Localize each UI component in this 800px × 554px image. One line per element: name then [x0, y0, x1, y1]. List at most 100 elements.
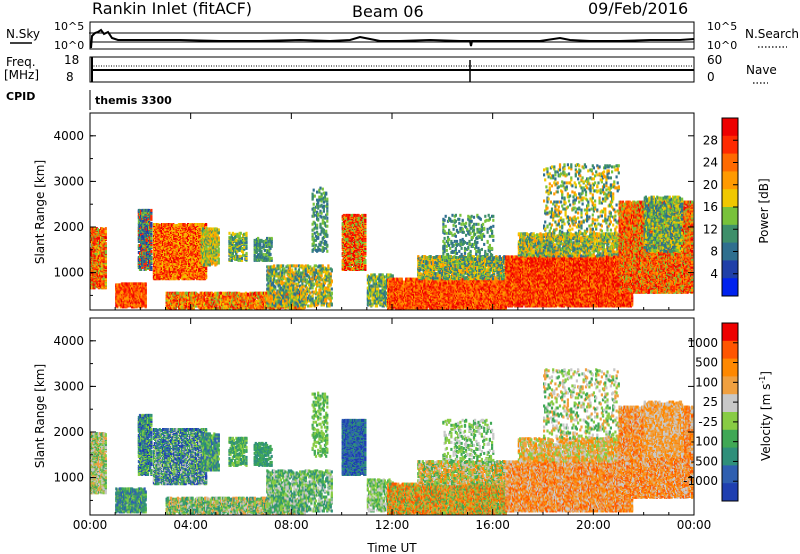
echo-cell: [119, 287, 122, 291]
echo-cell: [100, 235, 103, 239]
echo-cell: [142, 294, 145, 298]
echo-cell: [138, 244, 142, 247]
echo-cell: [93, 227, 96, 231]
echo-cell: [120, 284, 123, 288]
echo-cell: [136, 282, 139, 286]
nsky-tick-high: 10^5: [54, 20, 84, 33]
echo-cell: [100, 277, 103, 281]
echo-cell: [115, 283, 118, 287]
echo-cell: [100, 231, 103, 235]
echo-cell: [201, 227, 205, 231]
echo-cell: [142, 285, 145, 289]
echo-cell: [124, 296, 127, 300]
echo-cell: [145, 253, 148, 256]
echo-cell: [101, 285, 104, 289]
echo-cell: [120, 289, 123, 293]
echo-cell: [141, 218, 144, 222]
echo-cell: [145, 262, 148, 265]
echo-cell: [94, 254, 97, 258]
echo-cell: [149, 209, 152, 213]
echo-cell: [142, 210, 145, 214]
echo-cell: [149, 212, 152, 216]
echo-cell: [136, 291, 139, 295]
echo-cell: [140, 232, 143, 236]
echo-cell: [228, 231, 231, 235]
echo-cell: [142, 240, 145, 243]
echo-cell: [101, 227, 104, 231]
echo-cell: [150, 231, 153, 235]
echo-cell: [94, 235, 97, 239]
echo-cell: [100, 259, 103, 263]
echo-cell: [142, 227, 145, 231]
echo-cell: [101, 275, 104, 279]
echo-cell: [205, 274, 208, 278]
echo-cell: [150, 245, 153, 248]
echo-cell: [141, 242, 144, 245]
echo-cell: [138, 265, 142, 268]
echo-cell: [138, 258, 142, 261]
echo-cell: [97, 265, 101, 269]
echo-cell: [91, 240, 94, 244]
echo-cell: [138, 217, 142, 221]
echo-cell: [94, 246, 97, 250]
echo-cell: [97, 229, 101, 233]
freq-panel: Freq. [MHz] 18 8 60 0 Nave: [4, 53, 777, 84]
echo-cell: [141, 247, 144, 250]
echo-cell: [131, 282, 134, 286]
echo-cell: [97, 275, 101, 279]
echo-cell: [95, 235, 98, 239]
echo-cell: [150, 239, 153, 242]
echo-cell: [101, 268, 104, 272]
echo-cell: [104, 275, 107, 279]
echo-cell: [119, 291, 122, 295]
echo-cell: [145, 237, 148, 241]
echo-cell: [149, 247, 152, 250]
echo-cell: [101, 232, 104, 236]
echo-cell: [94, 248, 97, 252]
echo-cell: [104, 260, 107, 264]
echo-cell: [197, 296, 200, 300]
echo-cell: [176, 291, 179, 295]
echo-cell: [142, 236, 145, 240]
echo-cell: [115, 297, 118, 301]
echo-cell: [104, 257, 107, 261]
echo-cell: [120, 304, 123, 308]
echo-cell: [124, 301, 127, 305]
echo-cell: [95, 233, 98, 237]
echo-cell: [142, 297, 145, 301]
nsearch-tick-low: 10^0: [707, 39, 737, 52]
echo-cell: [101, 277, 104, 281]
echo-cell: [97, 283, 101, 287]
echo-cell: [132, 284, 135, 288]
echo-cell: [129, 301, 133, 305]
echo-cell: [124, 290, 127, 294]
echo-cell: [97, 258, 101, 262]
echo-cell: [131, 289, 134, 293]
echo-cell: [104, 236, 107, 240]
echo-cell: [145, 249, 148, 252]
echo-cell: [134, 289, 137, 293]
echo-cell: [97, 244, 101, 248]
echo-cell: [150, 259, 153, 262]
echo-cell: [104, 244, 107, 248]
echo-cell: [100, 262, 103, 266]
echo-cell: [149, 221, 152, 225]
echo-cell: [142, 260, 145, 263]
echo-cell: [142, 302, 145, 306]
echo-cell: [91, 285, 94, 289]
echo-cell: [120, 294, 123, 298]
nave-tick-high: 60: [707, 53, 722, 67]
echo-cell: [145, 229, 148, 233]
echo-cell: [117, 295, 120, 299]
echo-cell: [145, 208, 148, 212]
echo-cell: [138, 235, 142, 239]
echo-cell: [100, 269, 103, 273]
echo-cell: [131, 294, 134, 298]
echo-cell: [141, 295, 144, 299]
echo-cell: [142, 255, 145, 258]
echo-cell: [138, 230, 142, 234]
echo-cell: [149, 263, 152, 266]
echo-cell: [150, 261, 153, 264]
echo-cell: [102, 228, 105, 232]
echo-cell: [117, 301, 120, 305]
